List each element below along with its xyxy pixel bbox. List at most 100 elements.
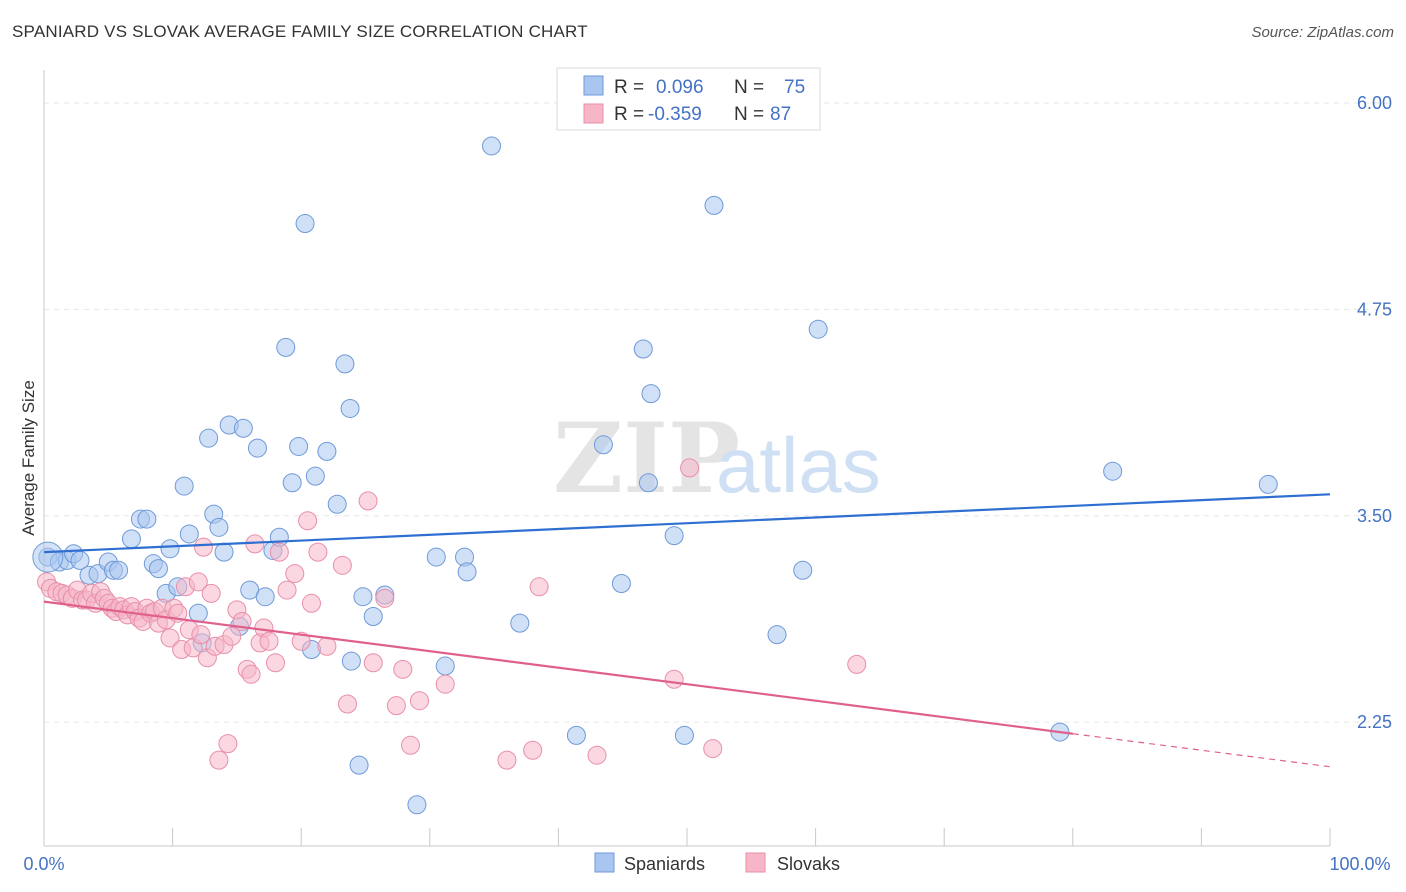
spaniard-point [435,656,455,676]
spaniard-point [276,337,296,357]
slovak-point [847,654,867,674]
slovak-point [298,511,318,531]
legend-r-label-0: R = [614,77,644,98]
slovak-point [269,542,289,562]
spaniard-point [349,755,369,775]
watermark-zip: ZIP [553,402,740,515]
slovak-point [301,593,321,613]
spaniard-point [641,384,661,404]
slovak-point [160,628,180,648]
spaniard-point [593,435,613,455]
slovak-point [193,537,213,557]
spaniard-point [638,473,658,493]
chart-title: SPANIARD VS SLOVAK AVERAGE FAMILY SIZE C… [12,22,588,41]
bottom-legend-swatch-slovaks [745,852,766,873]
spaniard-point [340,398,360,418]
spaniard-point [674,725,694,745]
legend-r-value-0: 0.096 [656,77,704,98]
spaniard-point [510,613,530,633]
spaniard-point [363,607,383,627]
legend-r-label-1: R = [614,104,644,125]
x-tick-label-min: 0.0% [23,854,64,874]
spaniard-point [148,559,168,579]
slovak-point [358,491,378,511]
slovak-point [703,739,723,759]
top-legend: R = 0.096 N = 75 R = -0.359 N = 87 [556,67,821,131]
spaniard-point [160,539,180,559]
slovak-point [259,631,279,651]
slovak-point [277,580,297,600]
spaniard-point [214,542,234,562]
spaniard-point [633,339,653,359]
slovak-point [393,659,413,679]
y-tick-label: 3.50 [1357,506,1392,526]
spaniard-point [233,418,253,438]
spaniard-point [407,795,427,815]
spaniard-point [808,319,828,339]
slovak-point [337,694,357,714]
slovak-point [375,588,395,608]
y-tick-label: 4.75 [1357,299,1392,319]
slovak-point [664,669,684,689]
y-tick-labels: 2.25 3.50 4.75 6.00 [1357,93,1392,732]
slovak-point [218,734,238,754]
spaniard-point [109,560,129,580]
x-ticks [43,828,1331,846]
slovak-point [587,745,607,765]
spaniard-point [335,354,355,374]
spaniard-point [767,625,787,645]
chart-source: Source: ZipAtlas.com [1251,24,1394,41]
spaniard-point [188,603,208,623]
slovak-point [201,583,221,603]
slovak-point [188,572,208,592]
trend-lines [43,493,1331,768]
slovak-point [241,664,261,684]
slovak-point [265,653,285,673]
legend-swatch-slovaks [583,103,604,124]
spaniard-point [482,136,502,156]
slovak-point [523,740,543,760]
slovak-point [386,696,406,716]
slovak-point [222,626,242,646]
spaniard-point [179,524,199,544]
spaniard-point [305,466,325,486]
y-axis-label: Average Family Size [19,380,38,536]
x-tick-label-max: 100.0% [1329,854,1390,874]
slovak-trend-line-extension [1072,733,1331,768]
spaniard-point [295,214,315,234]
spaniard-point [793,560,813,580]
legend-n-value-1: 87 [770,104,791,125]
slovak-point [285,564,305,584]
bottom-legend-label-slovaks: Slovaks [777,854,840,874]
spaniard-point [282,473,302,493]
bottom-legend-swatch-spaniards [594,852,615,873]
spaniard-point [247,438,267,458]
spaniard-point [137,509,157,529]
spaniard-point [289,436,309,456]
spaniard-point [121,529,141,549]
slovak-point [363,653,383,673]
grid [44,102,1394,723]
spaniard-point [566,725,586,745]
bottom-legend: Spaniards Slovaks [594,852,840,874]
slovak-point [317,636,337,656]
y-tick-label: 2.25 [1357,712,1392,732]
spaniard-point [255,587,275,607]
spaniard-point [664,526,684,546]
slovak-point [529,577,549,597]
spaniard-point [341,651,361,671]
slovak-point [332,555,352,575]
slovak-point [680,458,700,478]
slovak-point [308,542,328,562]
spaniard-point [457,562,477,582]
spaniard-point [174,476,194,496]
y-tick-label: 6.00 [1357,93,1392,113]
spaniard-point [426,547,446,567]
spaniard-point [199,428,219,448]
legend-n-value-0: 75 [784,77,805,98]
legend-swatch-spaniards [583,75,604,96]
spaniard-point [1103,461,1123,481]
legend-r-value-1: -0.359 [648,104,702,125]
slovak-point [410,691,430,711]
